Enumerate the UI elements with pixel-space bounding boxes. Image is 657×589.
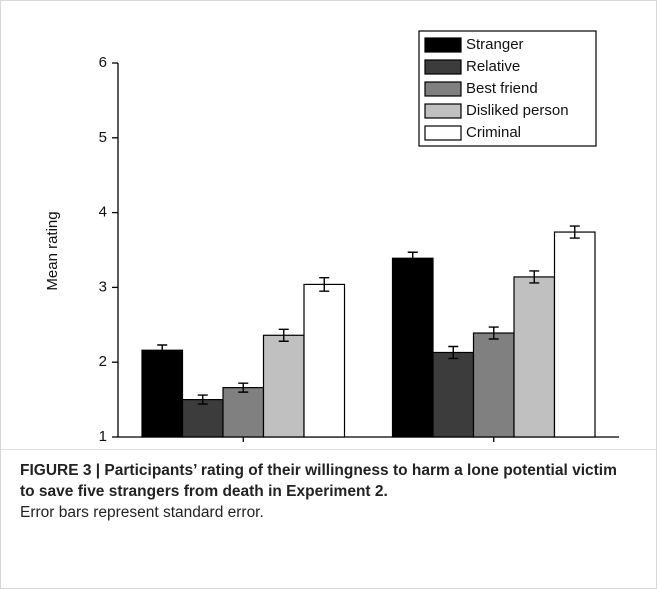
error-bar: [488, 326, 499, 340]
bar: [222, 387, 265, 438]
bar: [472, 332, 515, 438]
legend-label: Stranger: [466, 36, 524, 53]
legend-label: Best friend: [466, 80, 538, 97]
y-tick-label: 1: [99, 428, 107, 445]
legend-swatch: [424, 37, 462, 53]
legend-label: Relative: [466, 58, 520, 75]
legend-swatch: [424, 81, 462, 97]
bar: [262, 334, 305, 438]
legend-swatch: [424, 125, 462, 141]
separator: [1, 449, 656, 450]
error-bar: [278, 328, 289, 342]
legend-swatch: [424, 59, 462, 75]
bar: [513, 276, 556, 438]
bar: [391, 257, 434, 438]
chart: Mean rating 123456FootbridgeTrolleyStran…: [44, 30, 619, 471]
error-bar: [157, 344, 168, 357]
y-tick-label: 4: [99, 204, 107, 221]
legend-label: Criminal: [466, 124, 521, 141]
error-bar: [407, 251, 418, 265]
caption: FIGURE 3 | Participants’ rating of their…: [20, 460, 620, 523]
error-bar: [569, 225, 580, 239]
caption-title: FIGURE 3 | Participants’ rating of their…: [20, 462, 617, 500]
bar: [141, 349, 184, 438]
y-tick-label: 2: [99, 353, 107, 370]
y-tick-label: 5: [99, 129, 107, 146]
error-bar: [529, 270, 540, 284]
legend-label: Disliked person: [466, 102, 569, 119]
y-tick-label: 6: [99, 54, 107, 71]
caption-text: Error bars represent standard error.: [20, 504, 264, 521]
bar: [181, 399, 224, 438]
y-axis-label: Mean rating: [44, 211, 61, 290]
bar: [303, 283, 346, 438]
error-bar: [197, 394, 208, 405]
error-bar: [319, 276, 330, 292]
bar: [432, 351, 475, 438]
legend-swatch: [424, 103, 462, 119]
error-bar: [238, 382, 249, 393]
bar: [553, 231, 596, 438]
y-tick-label: 3: [99, 278, 107, 295]
error-bar: [448, 345, 459, 360]
